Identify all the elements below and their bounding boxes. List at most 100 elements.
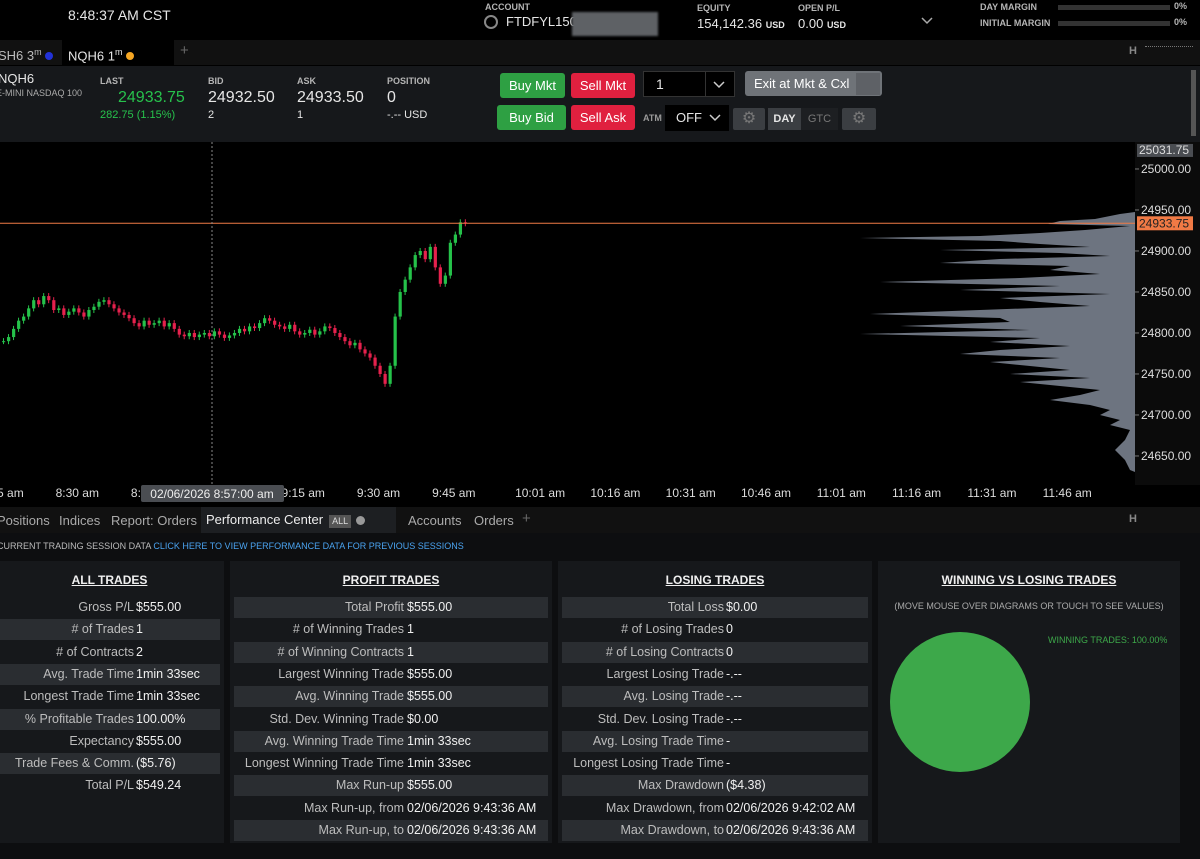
add-tab[interactable]: +: [522, 510, 531, 527]
pie-slice: [890, 632, 1030, 772]
candle: [67, 311, 71, 315]
stat-value: 02/06/2026 9:43:36 AM: [407, 800, 537, 815]
panel-letter: H: [1129, 45, 1137, 57]
clock: 8:48:37 AM CST: [68, 7, 171, 23]
stat-label: Max Run-up, from: [303, 800, 404, 815]
buy-bid[interactable]: Buy Bid: [497, 105, 566, 130]
stat-label: Longest Winning Trade Time: [244, 756, 404, 771]
candle: [288, 324, 292, 329]
stat-label: Max Drawdown, from: [605, 800, 724, 815]
candle: [263, 318, 267, 324]
tab[interactable]: Orders: [474, 513, 514, 528]
stat-label: Max Drawdown, to: [620, 823, 724, 837]
chevron[interactable]: [920, 16, 934, 26]
legend: WINNING TRADES: 100.00%: [1048, 635, 1168, 645]
add-tab[interactable]: +: [180, 42, 189, 59]
stat-row: Avg. Losing Trade -.--: [562, 686, 868, 708]
x-tick-label: 11:31 am: [967, 486, 1016, 500]
stat-label: Avg. Losing Trade Time: [592, 733, 724, 748]
tab[interactable]: Report: Orders: [111, 513, 197, 528]
x-tick-label: 11:16 am: [892, 486, 941, 500]
candle: [22, 316, 26, 321]
settings[interactable]: ⚙: [733, 108, 765, 130]
stat-value: $0.00: [726, 600, 758, 614]
candle: [258, 323, 262, 329]
volume-profile: [860, 212, 1135, 472]
candle: [97, 301, 101, 307]
stat-row: Longest Winning Trade Time 1min 33sec: [234, 753, 548, 774]
candle: [117, 308, 121, 313]
stat-label: Trade Fees & Comm.: [14, 756, 134, 771]
stat-label: Largest Winning Trade: [278, 666, 404, 681]
tab[interactable]: Indices: [59, 513, 101, 528]
stat-value: -: [726, 733, 731, 748]
card: LOSING TRADES Total Loss $0.00 # of Losing …: [558, 561, 872, 843]
candle: [137, 323, 141, 327]
quantity[interactable]: 1: [643, 71, 735, 97]
stat-row: Avg. Winning Trade Time 1min 33sec: [234, 730, 548, 752]
sell-mkt[interactable]: Sell Mkt: [571, 73, 635, 98]
candle: [338, 332, 342, 338]
stat-row: Total Profit $555.00: [234, 597, 548, 618]
session-link[interactable]: CLICK HERE TO VIEW PERFORMANCE DATA FOR …: [153, 541, 464, 551]
settings[interactable]: ⚙: [842, 108, 876, 130]
candle: [227, 335, 232, 338]
unit: USD: [765, 20, 785, 30]
candle: [212, 331, 217, 337]
tab[interactable]: Accounts: [408, 513, 462, 528]
buy-mkt[interactable]: Buy Mkt: [500, 73, 565, 98]
price-chart: 25000.00 24950.00 24900.00 24850.00 24800.00…: [0, 142, 1200, 502]
stat-row: Avg. Losing Trade Time -: [562, 730, 868, 752]
tab[interactable]: SH6 3m: [0, 40, 62, 65]
candle: [353, 342, 357, 346]
x-tick-label: 11:46 am: [1043, 486, 1092, 500]
tab-active[interactable]: Performance Center ALL: [201, 507, 396, 533]
chevron: [709, 114, 721, 122]
y-tick-label: 25000.00: [1141, 162, 1191, 176]
candle: [152, 323, 156, 325]
high-price-box: [1137, 143, 1193, 157]
account-id: FTDFYL150: [506, 14, 577, 29]
equity: 154,142.36 USD: [697, 16, 785, 31]
tif-day[interactable]: DAY: [768, 108, 801, 130]
candle: [92, 306, 96, 311]
x-tick-label: 8:30 am: [56, 486, 99, 500]
candle: [253, 326, 257, 329]
candle: [343, 337, 347, 342]
stat-value: -.--: [726, 711, 742, 726]
tab-label: SH6 3: [0, 48, 35, 64]
stat-label: Avg. Losing Trade: [623, 689, 724, 704]
candle: [278, 324, 282, 327]
sell-ask[interactable]: Sell Ask: [571, 105, 635, 130]
tab-active[interactable]: NQH6 1m: [62, 40, 174, 66]
candle: [112, 304, 116, 309]
candle: [57, 308, 61, 311]
candle: [12, 328, 16, 338]
hint: (MOVE MOUSE OVER DIAGRAMS OR TOUCH TO SE…: [894, 601, 1164, 611]
badge: ALL: [329, 515, 352, 528]
stat-row: Std. Dev. Winning Trade $0.00: [234, 709, 548, 730]
tif-gtc[interactable]: GTC: [801, 108, 838, 130]
candle: [52, 300, 56, 311]
exit-menu[interactable]: [856, 73, 880, 95]
y-tick-label: 24950.00: [1141, 203, 1191, 217]
x-tick-label: 10:01 am: [515, 486, 565, 500]
label: EQUITY: [697, 3, 731, 13]
value: 0%: [1174, 17, 1188, 27]
tab[interactable]: Positions: [0, 513, 50, 528]
price-axis: [1135, 142, 1200, 485]
stat-row: # of Winning Trades 1: [234, 619, 548, 640]
candle: [313, 329, 317, 335]
card-title: WINNING VS LOSING TRADES: [941, 573, 1117, 587]
stat-label: Max Run-up: [335, 778, 404, 793]
candle: [182, 334, 186, 337]
stat-row: # of Contracts 2: [0, 642, 220, 663]
change: 282.75 (1.15%): [100, 109, 176, 121]
stat-value: $549.24: [136, 778, 182, 793]
atm-select[interactable]: OFF: [665, 105, 729, 131]
label: ASK: [297, 76, 317, 86]
candle: [202, 332, 206, 335]
stat-row: Avg. Winning Trade $555.00: [234, 686, 548, 708]
position-value: -.-- USD: [387, 109, 428, 121]
stat-label: Avg. Trade Time: [43, 666, 134, 681]
